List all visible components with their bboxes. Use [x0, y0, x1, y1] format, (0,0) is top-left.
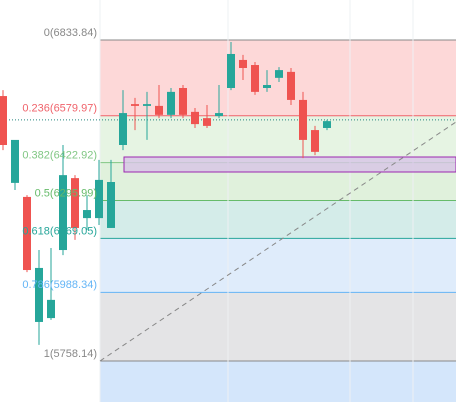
fib-level-label: 0.618(6169.05) — [22, 225, 97, 237]
fib-bands — [100, 39, 456, 402]
candle-body — [287, 71, 295, 100]
candle-body — [275, 70, 283, 78]
candle-body — [83, 210, 91, 219]
candle-body — [119, 113, 127, 145]
candle-body — [59, 175, 67, 251]
candle-body — [179, 87, 187, 115]
fib-band — [100, 115, 456, 163]
candle-body — [155, 105, 163, 115]
fib-band — [100, 292, 456, 362]
candle-body — [239, 59, 247, 69]
candle-body — [227, 53, 235, 88]
fib-band — [100, 200, 456, 239]
candle-body — [191, 111, 199, 125]
fib-labels: 0(6833.84) 0.236(6579.97) 0.382(6422.92) 0.… — [22, 27, 97, 360]
candle-body — [95, 179, 103, 219]
candle-body — [143, 104, 151, 106]
fib-band — [100, 40, 456, 116]
rectangle-drawing — [123, 156, 456, 173]
candle-body — [35, 267, 43, 322]
candle-body — [11, 139, 19, 183]
candle-body — [299, 99, 307, 140]
candle-body — [323, 121, 331, 128]
candle-body — [107, 181, 115, 228]
candle-body — [263, 85, 271, 88]
fib-band — [100, 238, 456, 293]
candle-body — [167, 91, 175, 115]
candles — [0, 42, 456, 345]
fib-level-label: 0.786(5988.34) — [22, 279, 97, 291]
fib-band — [100, 361, 456, 402]
candle-body — [0, 96, 7, 145]
candle-body — [23, 196, 31, 271]
candle-body — [203, 118, 211, 126]
candle-body — [47, 299, 55, 319]
fib-level-label: 1(5758.14) — [44, 348, 97, 360]
candle-body — [71, 178, 79, 228]
fib-level-label: 0.5(6295.99) — [35, 187, 97, 199]
fib-level-label: 0.236(6579.97) — [22, 103, 97, 115]
candle-body — [215, 113, 223, 117]
candle-body — [251, 65, 259, 92]
fib-level-label: 0.382(6422.92) — [22, 150, 97, 162]
fib-level-label: 0(6833.84) — [44, 27, 97, 39]
candle-body — [311, 130, 319, 152]
candle-body — [131, 104, 139, 106]
